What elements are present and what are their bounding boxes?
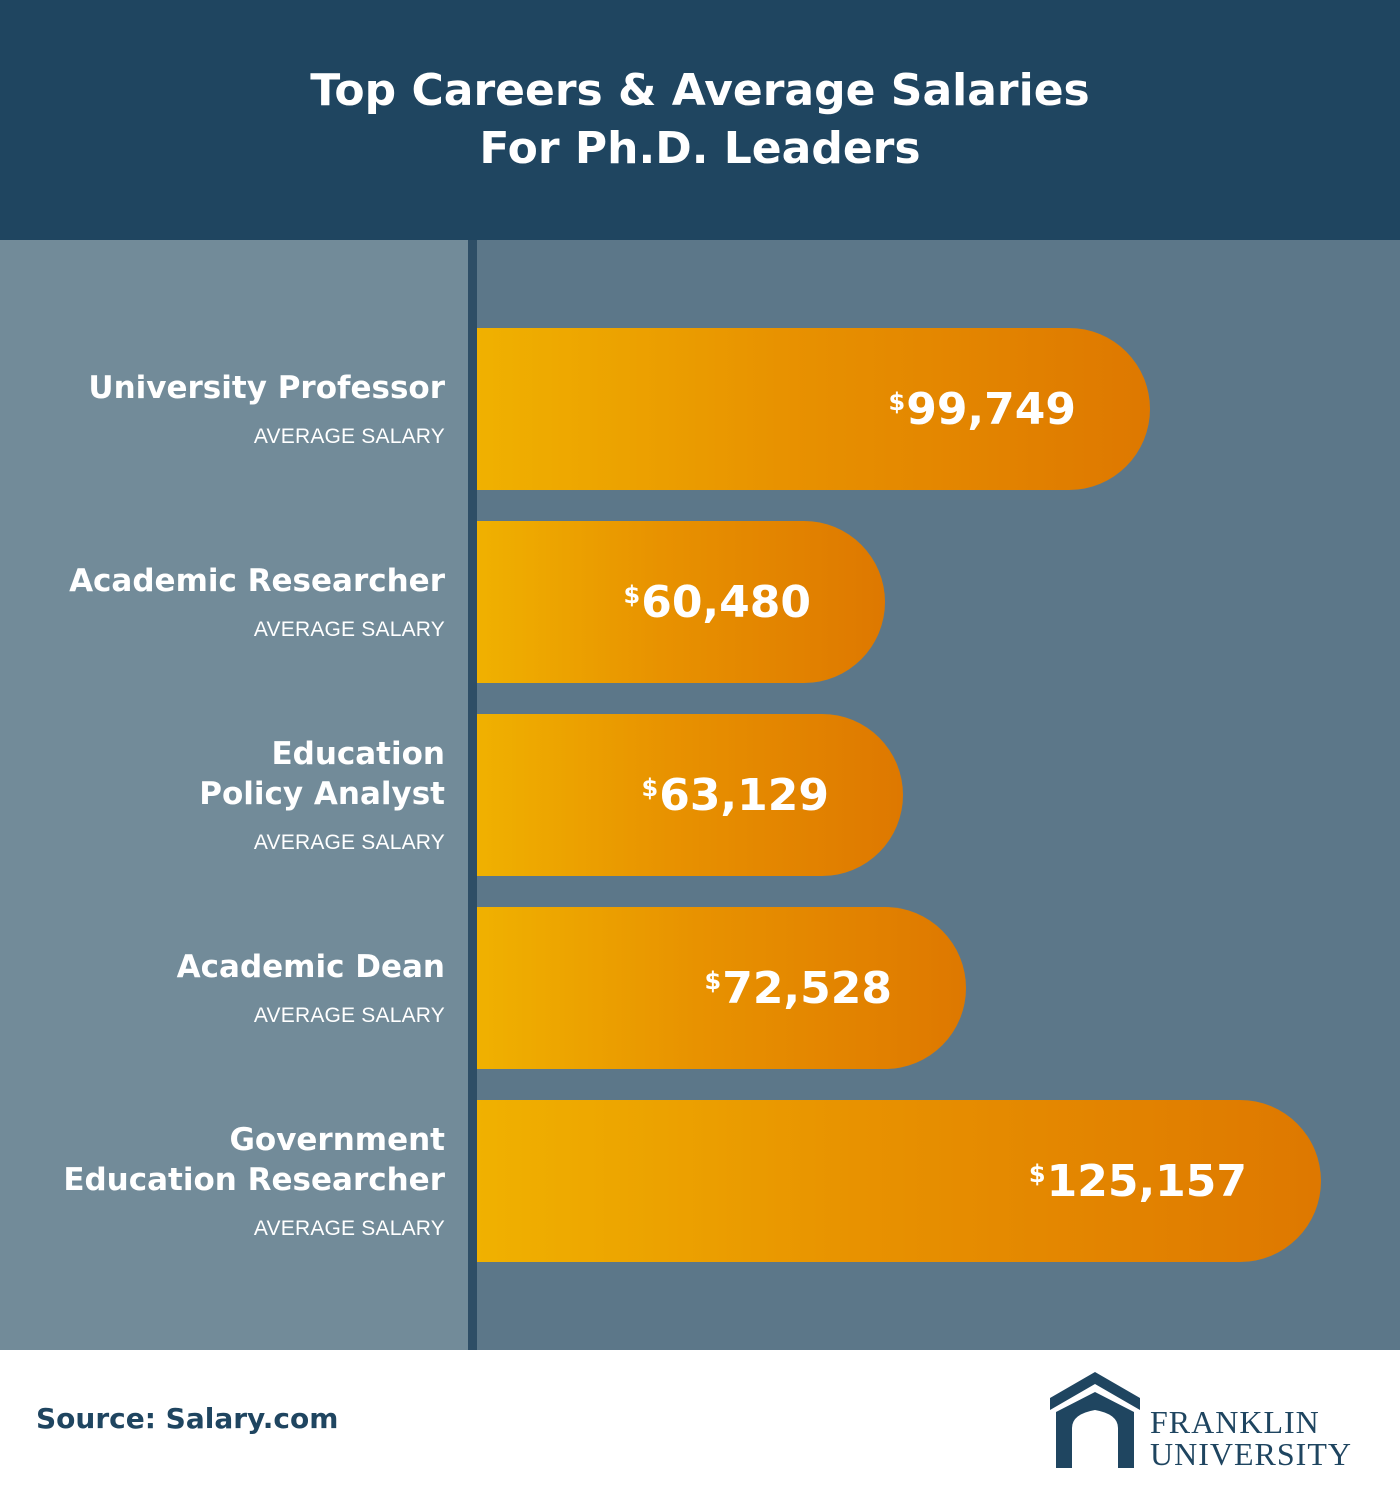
logo-line-2: UNIVERSITY <box>1150 1436 1352 1472</box>
average-salary-sublabel: AVERAGE SALARY <box>253 1004 445 1027</box>
value-text: 63,129 <box>659 769 829 821</box>
category-name: Policy Analyst <box>199 776 445 812</box>
category-label: Academic Researcher AVERAGE SALARY <box>0 561 445 643</box>
arch-logo-icon <box>1050 1372 1140 1468</box>
bar-value-label: $60,480 <box>477 521 812 683</box>
bar-value-label: $72,528 <box>477 907 893 1069</box>
bar <box>477 521 885 683</box>
currency-symbol: $ <box>888 388 906 416</box>
category-name: Education Researcher <box>63 1162 445 1198</box>
category-label: Government Education Researcher AVERAGE SA… <box>0 1120 445 1242</box>
value-text: 99,749 <box>906 383 1076 435</box>
category-name: Academic Researcher <box>69 563 445 599</box>
label-panel <box>0 240 468 1350</box>
bar <box>477 714 903 876</box>
value-text: 72,528 <box>722 962 892 1014</box>
source-text: Source: Salary.com <box>36 1402 339 1435</box>
value-text: 125,157 <box>1046 1155 1247 1207</box>
category-name: University Professor <box>88 370 445 406</box>
currency-symbol: $ <box>641 774 659 802</box>
category-name: Education <box>271 736 445 772</box>
logo-line-1: FRANKLIN <box>1150 1404 1320 1440</box>
bar-value-label: $99,749 <box>477 328 1077 490</box>
bar <box>477 328 1150 490</box>
currency-symbol: $ <box>704 967 722 995</box>
bar <box>477 907 966 1069</box>
category-label: Education Policy Analyst AVERAGE SALARY <box>0 734 445 856</box>
bar-value-label: $125,157 <box>477 1100 1247 1262</box>
category-label: University Professor AVERAGE SALARY <box>0 368 445 450</box>
bar-value-label: $63,129 <box>477 714 830 876</box>
chart-area: University Professor AVERAGE SALARY Academ… <box>0 240 1400 1350</box>
chart-title-line-1: Top Careers & Average Salaries <box>310 65 1090 116</box>
chart-title-line-2: For Ph.D. Leaders <box>479 123 921 174</box>
axis-line <box>468 240 477 1350</box>
logo-text: FRANKLIN UNIVERSITY <box>1150 1406 1352 1470</box>
franklin-logo: FRANKLIN UNIVERSITY <box>1050 1370 1370 1475</box>
category-name: Government <box>229 1122 445 1158</box>
header: Top Careers & Average Salaries For Ph.D.… <box>0 0 1400 240</box>
currency-symbol: $ <box>623 581 641 609</box>
category-label: Academic Dean AVERAGE SALARY <box>0 947 445 1029</box>
average-salary-sublabel: AVERAGE SALARY <box>253 831 445 854</box>
category-name: Academic Dean <box>176 949 445 985</box>
bar <box>477 1100 1321 1262</box>
footer: Source: Salary.com FRANKLIN UNIVERSITY <box>0 1350 1400 1490</box>
currency-symbol: $ <box>1028 1160 1046 1188</box>
average-salary-sublabel: AVERAGE SALARY <box>253 425 445 448</box>
average-salary-sublabel: AVERAGE SALARY <box>253 1217 445 1240</box>
value-text: 60,480 <box>641 576 811 628</box>
category-labels: University Professor AVERAGE SALARY Academ… <box>0 240 445 1350</box>
bars-container: $99,749 $60,480 $63,129 $72,528 $125,157 <box>477 240 1400 1350</box>
average-salary-sublabel: AVERAGE SALARY <box>253 618 445 641</box>
